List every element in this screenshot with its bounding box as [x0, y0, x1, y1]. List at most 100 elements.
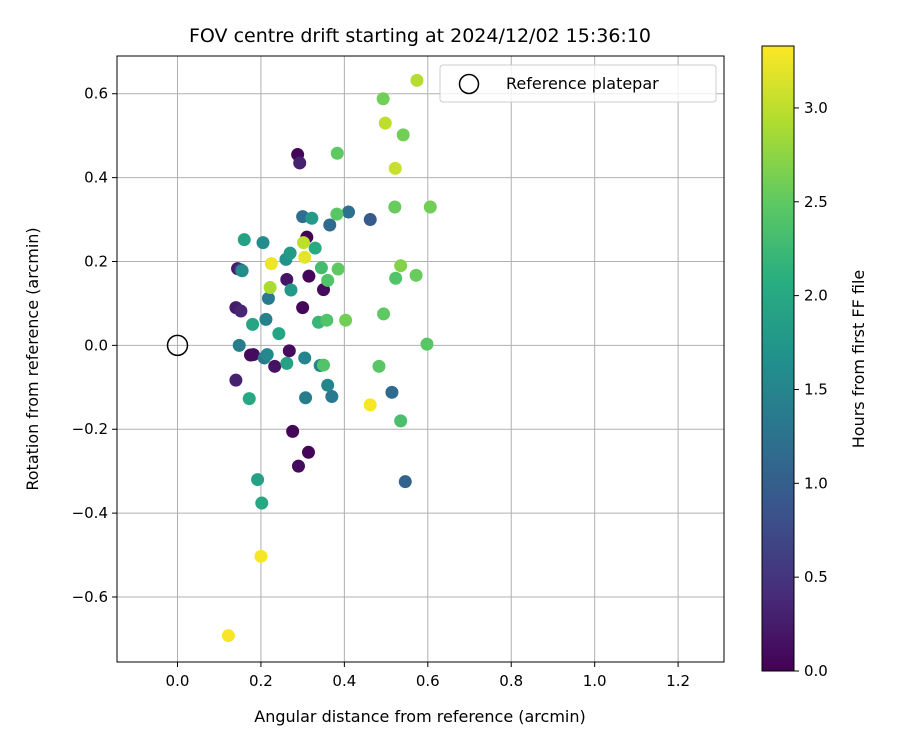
data-point — [423, 200, 437, 214]
data-point — [234, 304, 248, 318]
x-tick-label: 0.8 — [499, 672, 523, 690]
data-point — [268, 359, 282, 373]
x-axis-ticks: 0.0 0.2 0.4 0.6 0.8 1.0 1.2 — [166, 662, 690, 690]
colorbar-tick-label: 0.5 — [804, 568, 828, 586]
colorbar-ticks: 0.0 0.5 1.0 1.5 2.0 2.5 3.0 — [794, 99, 828, 680]
data-point — [299, 391, 313, 405]
data-point — [246, 348, 260, 362]
data-point — [261, 291, 275, 305]
data-point — [331, 262, 345, 276]
data-point — [330, 146, 344, 160]
data-point — [330, 207, 344, 221]
data-point — [314, 261, 328, 275]
legend-reference-marker — [458, 73, 480, 95]
data-point — [251, 473, 265, 487]
data-point — [293, 156, 307, 170]
data-point — [388, 161, 402, 175]
x-tick-label: 0.0 — [166, 672, 190, 690]
chart-title: FOV centre drift starting at 2024/12/02 … — [189, 25, 651, 47]
colorbar-label: Hours from first FF file — [849, 270, 868, 449]
data-point — [280, 273, 294, 287]
data-point — [286, 424, 300, 438]
data-point — [264, 257, 278, 271]
y-axis-ticks: 0.6 0.4 0.2 0.0 −0.2 −0.4 −0.6 — [72, 85, 117, 606]
colorbar-gradient — [761, 45, 795, 672]
data-point — [363, 213, 377, 227]
data-point — [317, 358, 331, 372]
data-point — [372, 359, 386, 373]
data-point — [388, 200, 402, 214]
data-point — [296, 236, 310, 250]
data-point — [301, 445, 315, 459]
data-point — [339, 313, 353, 327]
data-point — [280, 356, 294, 370]
data-point — [308, 241, 322, 255]
y-tick-label: 0.2 — [84, 252, 108, 270]
colorbar-tick-label: 1.5 — [804, 380, 828, 398]
data-point — [377, 307, 391, 321]
data-point — [232, 338, 246, 352]
data-point — [242, 392, 256, 406]
data-point — [254, 549, 268, 563]
data-point — [260, 348, 274, 362]
colorbar-tick-label: 0.0 — [804, 662, 828, 680]
data-point — [394, 259, 408, 273]
y-axis-label: Rotation from reference (arcmin) — [23, 227, 42, 490]
data-point — [321, 273, 335, 287]
data-point — [389, 271, 403, 285]
data-point — [237, 233, 251, 247]
data-point — [305, 211, 319, 225]
data-point — [291, 459, 305, 473]
data-point — [376, 92, 390, 106]
legend-label: Reference platepar — [506, 74, 659, 93]
x-tick-label: 1.2 — [666, 672, 690, 690]
data-point — [298, 351, 312, 365]
x-tick-label: 1.0 — [583, 672, 607, 690]
grid — [117, 56, 724, 662]
scatter-points — [166, 73, 437, 643]
data-point — [409, 268, 423, 282]
legend: Reference platepar — [439, 64, 717, 103]
data-point — [420, 337, 434, 351]
y-tick-label: −0.2 — [72, 420, 108, 438]
data-point — [235, 264, 249, 278]
data-point — [410, 73, 424, 87]
data-point — [298, 250, 312, 264]
data-point — [394, 414, 408, 428]
data-point — [398, 475, 412, 489]
data-point — [396, 128, 410, 142]
data-point — [363, 398, 377, 412]
data-point — [320, 313, 334, 327]
data-point — [323, 218, 337, 232]
x-tick-label: 0.4 — [332, 672, 356, 690]
data-point — [221, 629, 235, 643]
colorbar-tick-label: 3.0 — [804, 99, 828, 117]
y-tick-label: 0.6 — [84, 85, 108, 103]
legend-box — [439, 64, 717, 103]
y-tick-label: 0.0 — [84, 336, 108, 354]
data-point — [282, 344, 296, 358]
y-tick-label: −0.4 — [72, 504, 108, 522]
data-point — [283, 246, 297, 260]
data-point — [302, 269, 316, 283]
plot-frame — [116, 55, 725, 663]
data-point — [325, 390, 339, 404]
x-tick-label: 0.6 — [416, 672, 440, 690]
data-point — [321, 378, 335, 392]
y-tick-label: 0.4 — [84, 169, 108, 187]
data-point — [259, 312, 273, 326]
data-point — [256, 236, 270, 250]
colorbar: 0.0 0.5 1.0 1.5 2.0 2.5 3.0 Hours from first F… — [761, 45, 868, 680]
reference-platepar-marker — [166, 334, 189, 357]
data-point — [385, 385, 399, 399]
data-point — [272, 327, 286, 341]
data-point — [378, 116, 392, 130]
data-point — [255, 496, 269, 510]
data-point — [342, 205, 356, 219]
data-point — [246, 317, 260, 331]
data-point — [263, 280, 277, 294]
colorbar-tick-label: 1.0 — [804, 474, 828, 492]
colorbar-tick-label: 2.5 — [804, 193, 828, 211]
colorbar-tick-label: 2.0 — [804, 287, 828, 305]
